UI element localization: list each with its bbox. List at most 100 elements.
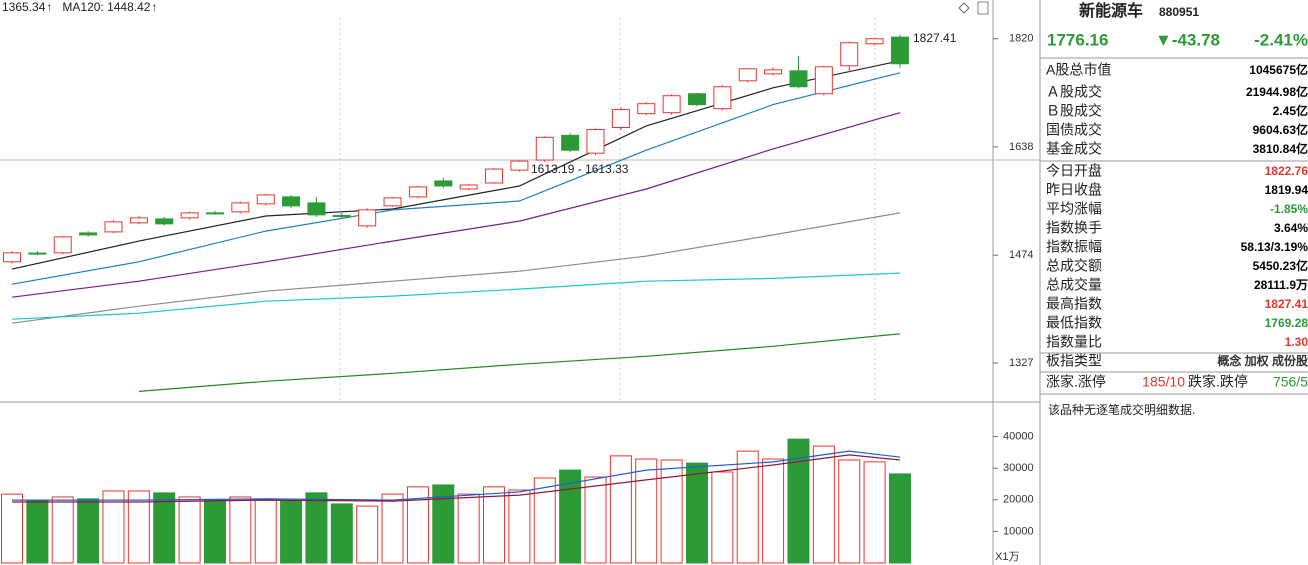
quote-panel: 新能源车 880951 1776.16 ▼-43.78 -2.41% 涨家.涨停… [1040, 1, 1308, 417]
volume-bar [559, 469, 582, 564]
candle-body [535, 136, 554, 161]
volume-bar [508, 489, 531, 564]
volume-bar [736, 450, 759, 564]
row-value: 1819.94 [1265, 183, 1308, 197]
y-tick-label: 1327 [1009, 357, 1033, 369]
volume-bar [102, 490, 125, 564]
y-tick-label: 40000 [1003, 431, 1034, 443]
volume-bar [406, 486, 429, 564]
candle-body [687, 93, 706, 106]
volume-bar [280, 500, 303, 564]
volume-bar [432, 484, 455, 564]
breadth-label: 跌家.跌停 [1188, 374, 1248, 390]
row-value: 28111.9万 [1254, 278, 1308, 292]
volume-bar [762, 458, 785, 564]
candle-body [865, 38, 884, 45]
ma-arrow: ↑ [46, 0, 52, 14]
row-label: 昨日收盘 [1046, 182, 1102, 198]
volume-bar [356, 505, 379, 564]
row-label: 最高指数 [1046, 296, 1102, 312]
candle-body [231, 202, 250, 213]
ma-line [11, 72, 901, 285]
row-value: 1827.41 [1265, 297, 1308, 311]
row-value: 3810.84亿 [1253, 141, 1308, 156]
row-label: Ｂ股成交 [1046, 103, 1102, 119]
volume-bar [635, 458, 658, 564]
candle-body [155, 218, 174, 225]
row-label: 总成交量 [1046, 277, 1102, 293]
ma-line [11, 272, 901, 320]
candle-body [611, 109, 630, 129]
candle-body [307, 202, 326, 216]
ma-line [138, 333, 901, 392]
row-value: 1822.76 [1265, 164, 1308, 178]
candle-body [485, 168, 504, 184]
ma-line [12, 450, 901, 501]
volume-bar [153, 492, 176, 564]
y-tick-label: 1820 [1009, 33, 1033, 45]
row-label: 总成交额 [1046, 258, 1102, 274]
y-tick-label: 10000 [1003, 525, 1034, 537]
volume-bar [888, 473, 911, 564]
candle-body [282, 196, 301, 207]
candle-body [764, 69, 783, 75]
candle-body [890, 36, 909, 65]
ma-line [12, 454, 901, 503]
icon[interactable] [958, 2, 970, 14]
index-name: 新能源车 [1079, 1, 1143, 20]
row-label: 平均涨幅 [1046, 201, 1102, 217]
row-value: 9604.63亿 [1253, 122, 1308, 137]
note: 该品种无逐笔成交明细数据. [1048, 402, 1195, 417]
candle-body [205, 212, 224, 215]
candle-body [28, 252, 47, 255]
candle-body [561, 134, 580, 151]
volume-bar [178, 496, 201, 564]
y-tick-label: 1474 [1009, 249, 1033, 261]
candle-body [434, 180, 453, 187]
volume-bar [457, 493, 480, 564]
ma-line [11, 212, 901, 324]
volume-bar [685, 462, 708, 564]
candle-body [789, 70, 808, 88]
row-label: 指数振幅 [1046, 239, 1102, 255]
volume-bar [330, 503, 353, 564]
volume-bar [26, 499, 49, 564]
volume-bar [838, 459, 861, 564]
volume-bar [812, 445, 835, 564]
candle-body [332, 215, 351, 218]
row-value: 5450.23亿 [1253, 258, 1308, 273]
candle-body [408, 186, 427, 198]
volume-bar [203, 499, 226, 564]
unit-label: X1万 [995, 551, 1019, 563]
row-label: Ａ股成交 [1046, 84, 1102, 100]
ma-line [11, 112, 901, 298]
candle-body [256, 194, 275, 205]
row-label: A股总市值 [1046, 62, 1111, 78]
candle-body [637, 103, 656, 115]
ma-value: 1365.34 [2, 0, 46, 14]
candle-body [104, 221, 123, 233]
row-value: 概念 加权 成份股 [1217, 353, 1308, 368]
candle-body [840, 42, 859, 67]
row-label: 指数换手 [1046, 220, 1102, 236]
index-code: 880951 [1159, 5, 1199, 19]
breadth-value: 185/10 [1142, 374, 1185, 390]
volume-bar [863, 461, 886, 564]
row-value: 1.30 [1285, 335, 1308, 349]
scroll-icon[interactable] [977, 1, 989, 15]
row-label: 今日开盘 [1046, 163, 1102, 179]
gap-annotation: 1613.19 - 1613.33 [531, 162, 629, 176]
candle-body [510, 160, 529, 171]
ma-line [11, 60, 901, 270]
row-label: 板指类型 [1046, 353, 1102, 369]
row-label: 最低指数 [1046, 315, 1102, 331]
row-value: 58.13/3.19% [1241, 240, 1308, 254]
volume-bar [254, 499, 277, 564]
candle-body [180, 212, 199, 219]
candle-body [129, 217, 148, 224]
volume-bar [660, 459, 683, 564]
price: 1776.16 [1047, 30, 1108, 49]
candle-body [79, 232, 98, 236]
volume-bar [305, 492, 328, 564]
breadth-value: 756/5 [1273, 374, 1308, 390]
